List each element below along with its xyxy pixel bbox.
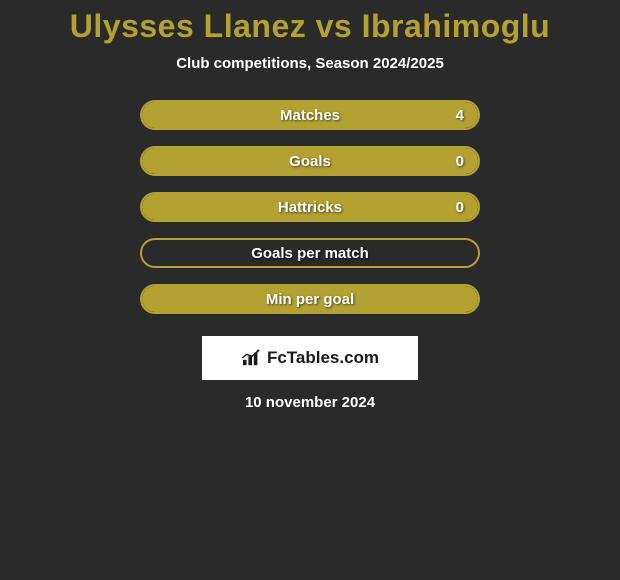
page-subtitle: Club competitions, Season 2024/2025 [176, 55, 444, 72]
brand-text: FcTables.com [267, 348, 379, 368]
stat-label: Min per goal [266, 291, 354, 308]
stat-value: 0 [456, 199, 464, 216]
stat-label: Hattricks [278, 199, 342, 216]
brand-inner: FcTables.com [241, 348, 379, 368]
brand-box[interactable]: FcTables.com [202, 336, 418, 380]
stat-bar: Matches 4 [140, 100, 480, 130]
page-title: Ulysses Llanez vs Ibrahimoglu [70, 8, 550, 45]
stat-bar: Hattricks 0 [140, 192, 480, 222]
stat-row: Hattricks 0 [140, 192, 480, 222]
brand-chart-icon [241, 349, 263, 367]
stat-row: Min per goal [140, 284, 480, 314]
stat-rows: Matches 4 Goals 0 Hattricks 0 Goals per match M… [140, 100, 480, 330]
stat-bar: Goals 0 [140, 146, 480, 176]
stat-row: Goals per match [140, 238, 480, 268]
stat-bar: Min per goal [140, 284, 480, 314]
stat-label: Matches [280, 107, 340, 124]
stat-label: Goals per match [251, 245, 369, 262]
stat-row: Matches 4 [140, 100, 480, 130]
stat-value: 0 [456, 153, 464, 170]
stat-row: Goals 0 [140, 146, 480, 176]
stat-label: Goals [289, 153, 331, 170]
stat-value: 4 [456, 107, 464, 124]
comparison-container: Ulysses Llanez vs Ibrahimoglu Club compe… [0, 0, 620, 411]
date-text: 10 november 2024 [245, 394, 375, 411]
stat-bar: Goals per match [140, 238, 480, 268]
